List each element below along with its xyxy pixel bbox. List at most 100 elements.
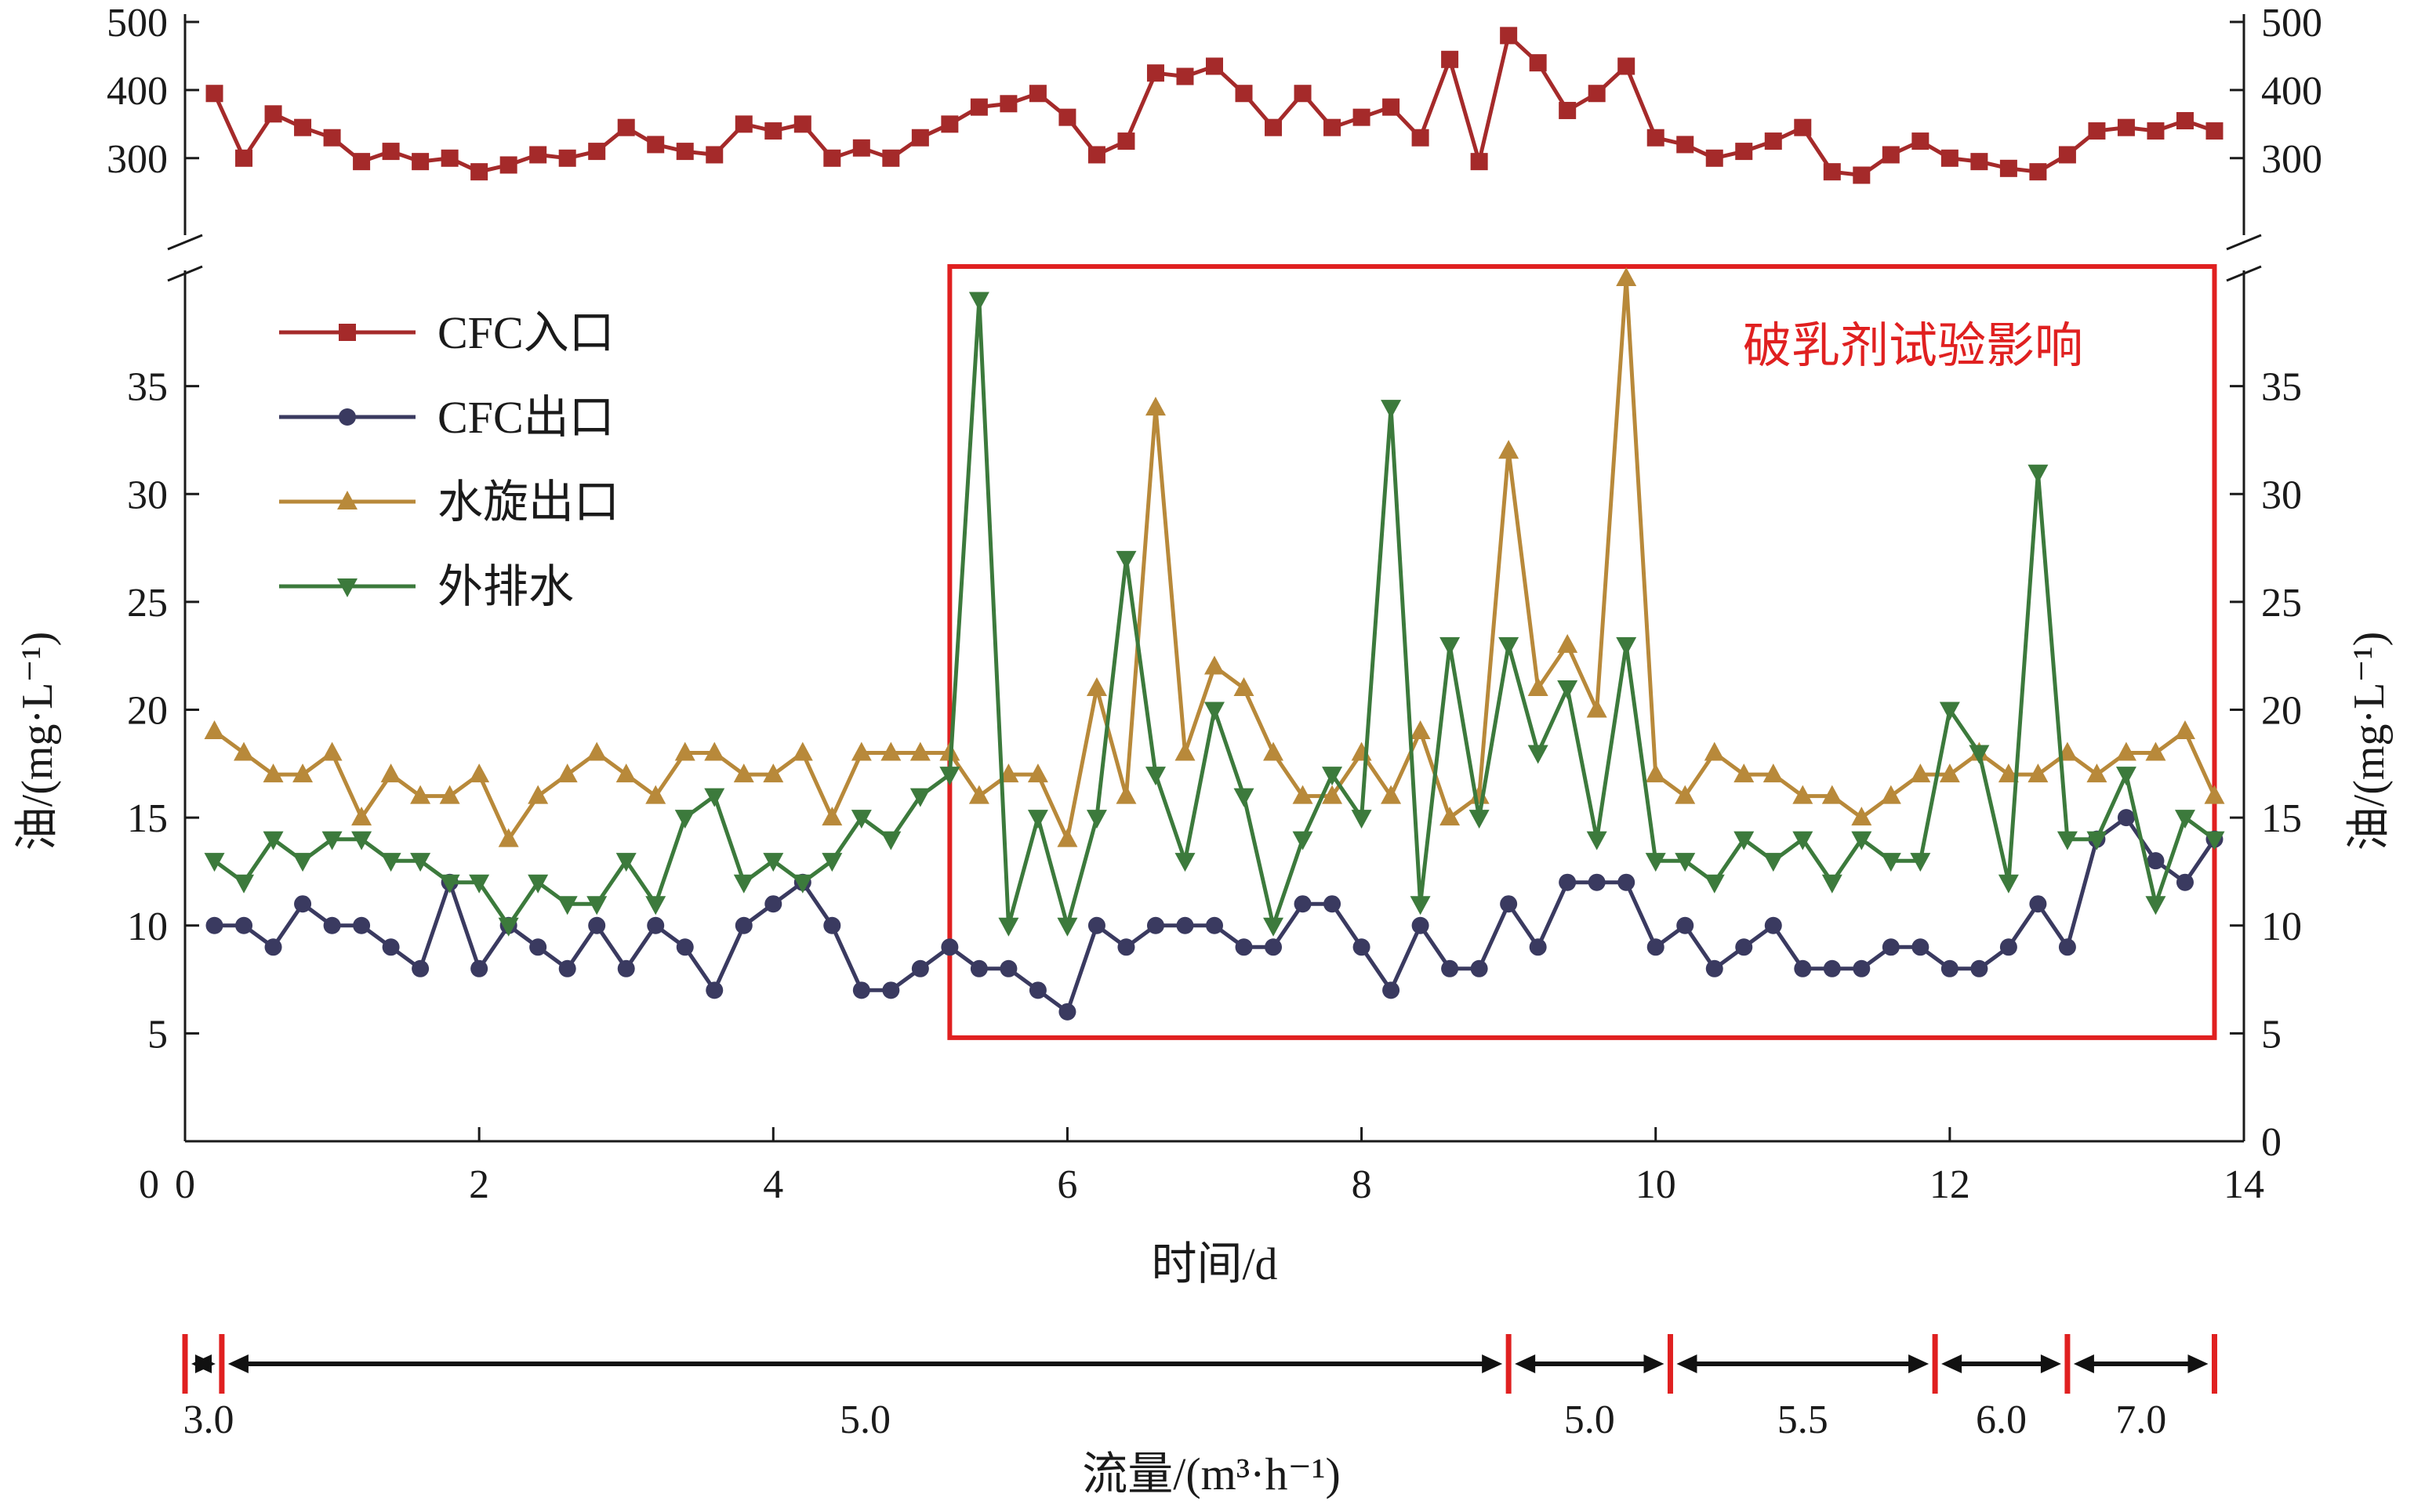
data-point <box>1764 916 1782 934</box>
data-point <box>793 115 811 133</box>
data-point <box>674 741 695 761</box>
data-point <box>1880 785 1901 804</box>
data-point <box>1086 676 1107 696</box>
flow-axis-layer: 3.0 5.0 5.0 5.5 6.0 7.0 流量/(m³·h⁻¹) <box>182 1334 2217 1499</box>
data-point <box>882 981 900 999</box>
data-point <box>2174 810 2195 829</box>
data-point <box>733 874 754 894</box>
y-tick-label-lower-left: 25 <box>127 581 168 625</box>
data-point <box>1910 763 1931 783</box>
data-point <box>1468 785 1490 804</box>
x-axis-label: 时间/d <box>1151 1238 1277 1289</box>
data-point <box>321 831 343 850</box>
data-point <box>557 763 578 783</box>
data-point <box>1441 959 1459 977</box>
annotation-box <box>947 264 2217 1040</box>
data-point <box>674 810 695 829</box>
data-point <box>1792 831 1813 850</box>
data-point <box>321 741 343 761</box>
y-tick-label-lower-right: 10 <box>2261 905 2302 949</box>
data-point <box>1675 785 1696 804</box>
data-point <box>586 741 608 761</box>
data-point <box>1882 938 1900 956</box>
data-point <box>823 149 841 167</box>
data-point <box>851 741 872 761</box>
data-point <box>2027 763 2049 783</box>
series-line-0 <box>212 33 2216 177</box>
data-point <box>1117 938 1135 956</box>
flow-arrow-right <box>194 1354 216 1373</box>
data-point <box>851 810 872 829</box>
data-point <box>292 853 314 872</box>
data-point <box>588 143 606 161</box>
data-point <box>909 741 931 761</box>
data-point <box>1498 440 1519 459</box>
data-point <box>382 938 400 956</box>
annotation-label: 破乳剂试验影响 <box>1743 320 2083 373</box>
y-tick-label-lower-left: 35 <box>127 365 168 410</box>
data-point <box>1588 873 1606 891</box>
data-point <box>1263 917 1284 937</box>
x-tick-label: 0 <box>175 1162 195 1207</box>
data-point <box>968 292 989 311</box>
legend-label-1: CFC出口 <box>437 392 615 443</box>
data-point <box>706 146 724 164</box>
data-point <box>1586 831 1607 850</box>
data-point <box>1969 745 1990 764</box>
data-point <box>1058 1003 1076 1021</box>
data-point <box>1676 136 1694 154</box>
data-point <box>880 741 902 761</box>
data-point <box>1704 741 1725 761</box>
data-point <box>1762 853 1784 872</box>
data-point <box>1116 785 1137 804</box>
data-point <box>1439 636 1461 656</box>
series-layer <box>204 27 2225 1021</box>
data-point <box>2088 122 2106 140</box>
data-point <box>2086 831 2107 850</box>
data-point <box>1351 810 1372 829</box>
data-point <box>852 139 870 157</box>
data-point <box>439 874 460 894</box>
data-point <box>1145 397 1166 416</box>
y-tick-label-upper-left: 400 <box>107 69 168 114</box>
y-tick-label-upper-right: 500 <box>2261 1 2322 45</box>
flow-segment-label: 5.5 <box>1777 1398 1828 1442</box>
data-point <box>2174 720 2195 740</box>
data-point <box>382 143 400 161</box>
data-point <box>205 916 223 934</box>
data-point <box>1676 916 1694 934</box>
data-point <box>2117 809 2135 827</box>
data-point <box>2086 763 2107 783</box>
data-point <box>1705 149 1723 167</box>
data-point <box>1087 916 1105 934</box>
data-point <box>1853 959 1871 977</box>
data-point <box>204 720 225 740</box>
data-point <box>1441 50 1459 68</box>
data-point <box>1500 27 1518 45</box>
data-point <box>2204 831 2225 850</box>
data-point <box>1500 895 1518 913</box>
data-point <box>2205 122 2224 140</box>
data-point <box>263 763 284 783</box>
data-point <box>1470 153 1488 171</box>
data-point <box>733 763 754 783</box>
data-point <box>764 122 782 140</box>
data-point <box>1235 938 1253 956</box>
legend-marker-3 <box>337 578 358 597</box>
data-point <box>234 741 255 761</box>
data-point <box>1322 767 1343 786</box>
data-point <box>264 105 282 123</box>
data-point <box>1557 680 1578 699</box>
data-point <box>294 895 312 913</box>
data-point <box>882 149 900 167</box>
data-point <box>499 156 517 174</box>
data-point <box>1323 118 1341 136</box>
data-point <box>498 828 519 847</box>
flow-arrow-right <box>2040 1354 2061 1373</box>
data-point <box>1381 400 1402 419</box>
data-point <box>351 807 372 826</box>
data-point <box>1174 741 1196 761</box>
data-point <box>1204 702 1225 721</box>
flow-segment-label: 5.0 <box>840 1398 891 1442</box>
